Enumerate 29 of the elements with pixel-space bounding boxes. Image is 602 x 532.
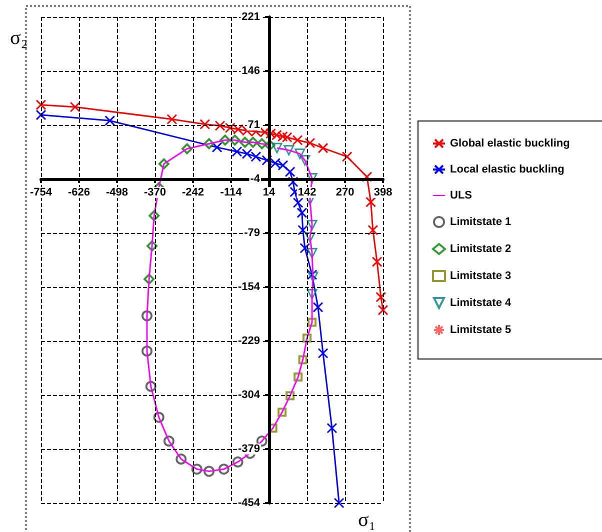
y-tick-label: 71 <box>248 119 260 131</box>
x-tick-label: -114 <box>220 186 243 198</box>
y-tick-label: 221 <box>242 11 260 23</box>
y-tick-label: -454 <box>238 497 261 509</box>
legend-label: Global elastic buckling <box>450 138 570 150</box>
y-tick-label: -229 <box>238 335 260 347</box>
x-tick-label: -498 <box>106 186 128 198</box>
x-tick-label: 398 <box>374 186 392 198</box>
y-tick-label: 146 <box>242 65 260 77</box>
legend-label: Limitstate 2 <box>450 243 512 255</box>
legend-label: ULS <box>450 190 472 202</box>
legend-label: Limitstate 3 <box>450 270 512 282</box>
legend-label: Limitstate 4 <box>450 297 512 309</box>
x-tick-label: -370 <box>144 186 166 198</box>
x-tick-label: 270 <box>336 186 354 198</box>
x-axis-title: σ₁ <box>358 509 376 531</box>
x-tick-label: -754 <box>30 186 53 198</box>
x-tick-label: 14 <box>262 186 276 198</box>
legend-label: Local elastic buckling <box>450 164 564 176</box>
y-tick-label: -79 <box>244 227 260 239</box>
legend-label: Limitstate 1 <box>450 216 512 228</box>
x-tick-label: -626 <box>68 186 90 198</box>
x-tick-label: 142 <box>298 186 316 198</box>
x-tick-label: -242 <box>182 186 204 198</box>
legend-label: Limitstate 5 <box>450 324 512 336</box>
y-tick-label: -154 <box>238 281 261 293</box>
y-tick-label: -304 <box>238 389 261 401</box>
y-axis-title: σ₂ <box>10 27 28 49</box>
y-tick-label: -4 <box>250 173 261 185</box>
